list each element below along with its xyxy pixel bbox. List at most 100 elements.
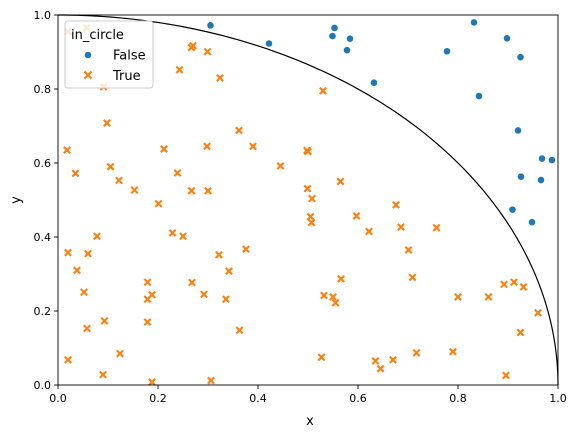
x-tick-label: 1.0 [549, 392, 567, 405]
point-true [534, 308, 542, 317]
y-tick-label: 0.6 [34, 157, 52, 170]
x-axis-label: x [306, 414, 314, 429]
legend-title: in_circle [71, 28, 124, 43]
point-true [329, 292, 337, 301]
point-true [84, 249, 92, 258]
point-true [63, 146, 71, 154]
point-true [168, 228, 177, 237]
point-false [346, 34, 354, 43]
point-false [503, 34, 511, 43]
point-true [320, 291, 328, 300]
x-tick-label: 0.8 [449, 392, 467, 405]
point-true [449, 347, 457, 356]
point-true [500, 280, 508, 289]
series-false-points [206, 18, 556, 227]
point-true [200, 290, 208, 299]
point-true [404, 246, 413, 254]
point-false [548, 156, 556, 164]
point-true [143, 318, 152, 327]
point-true [173, 169, 182, 177]
legend-label-true: True [112, 69, 141, 84]
point-false [330, 24, 339, 32]
point-true [143, 278, 152, 287]
point-true [130, 186, 139, 194]
point-false [516, 53, 525, 62]
point-false [475, 92, 483, 100]
point-true [188, 278, 196, 287]
point-true [160, 144, 168, 153]
point-true [432, 223, 441, 232]
point-false [443, 47, 451, 56]
point-true [397, 223, 405, 231]
legend-label-false: False [113, 49, 146, 64]
y-axis-ticks: 0.0 0.2 0.4 0.6 0.8 1.0 [34, 9, 58, 392]
y-tick-label: 0.2 [34, 305, 52, 318]
point-false [538, 154, 546, 163]
point-true [116, 349, 124, 358]
point-true [175, 65, 184, 74]
point-true [83, 324, 91, 333]
x-tick-label: 0.0 [49, 392, 67, 405]
point-true [454, 292, 462, 301]
x-tick-label: 0.2 [149, 392, 167, 405]
point-true [187, 186, 196, 195]
point-true [317, 353, 326, 362]
point-true [352, 211, 361, 220]
quarter-circle-curve [57, 14, 559, 386]
point-true [203, 142, 211, 151]
point-true [337, 274, 345, 283]
series-true-points [63, 24, 542, 386]
point-true [207, 376, 215, 385]
point-false [370, 78, 378, 87]
point-true [100, 317, 109, 325]
point-true [235, 326, 244, 335]
point-true [179, 232, 187, 241]
point-true [276, 162, 285, 170]
point-true [242, 245, 250, 254]
point-false [514, 126, 522, 135]
point-true [204, 186, 212, 195]
point-true [412, 348, 421, 357]
point-false [206, 21, 215, 30]
point-true [106, 162, 115, 171]
point-true [154, 199, 163, 208]
y-tick-label: 1.0 [34, 9, 52, 22]
point-true [235, 126, 243, 135]
legend-marker-false [84, 51, 92, 59]
point-true [303, 184, 312, 193]
point-true [73, 266, 81, 275]
point-true [308, 194, 316, 203]
point-true [336, 177, 345, 186]
legend: in_circle False True [64, 20, 154, 89]
point-true [249, 142, 257, 151]
point-true [225, 267, 233, 275]
point-false [537, 176, 545, 184]
point-true [99, 370, 107, 379]
point-false [528, 218, 536, 227]
point-true [148, 290, 156, 299]
x-axis-ticks: 0.0 0.2 0.4 0.6 0.8 1.0 [49, 385, 567, 405]
y-tick-label: 0.8 [34, 83, 52, 96]
point-true [307, 218, 316, 227]
point-false [328, 32, 337, 40]
point-true [319, 86, 327, 95]
y-axis-label: y [9, 196, 24, 204]
point-true [371, 357, 380, 365]
point-true [389, 355, 397, 364]
point-true [215, 250, 223, 259]
point-true [516, 328, 525, 337]
point-false [517, 172, 525, 181]
point-true [148, 378, 156, 386]
point-false [508, 205, 517, 214]
y-tick-label: 0.0 [34, 379, 52, 392]
point-true [203, 47, 212, 56]
point-true [519, 283, 528, 291]
x-tick-label: 0.6 [349, 392, 367, 405]
point-false [470, 18, 478, 27]
point-false [343, 46, 351, 55]
point-true [64, 355, 72, 364]
point-true [502, 371, 510, 380]
point-true [408, 273, 417, 282]
point-true [376, 364, 385, 373]
